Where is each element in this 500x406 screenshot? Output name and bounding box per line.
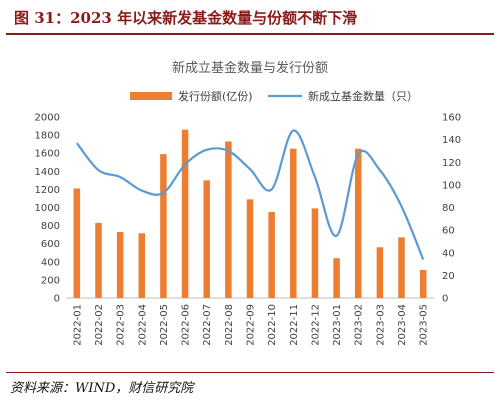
legend: 发行份额(亿份) 新成立基金数量（只） [130, 89, 418, 103]
y-right-tick-label: 120 [442, 158, 461, 169]
x-tick-label: 2022-12 [310, 304, 321, 346]
y-left-tick-label: 600 [41, 239, 60, 250]
x-tick-label: 2022-04 [137, 304, 148, 346]
y-left-tick-label: 1000 [35, 203, 60, 214]
y-right-tick-label: 140 [442, 135, 461, 146]
x-tick-label: 2023-01 [332, 304, 343, 346]
bar [203, 180, 210, 298]
bar [268, 212, 275, 298]
bar [290, 148, 297, 298]
y-left-tick-label: 0 [54, 294, 60, 305]
y-left-tick-label: 1200 [35, 185, 60, 196]
chart-title: 新成立基金数量与发行份额 [172, 60, 328, 76]
x-tick-label: 2022-08 [224, 304, 235, 346]
bar [73, 188, 81, 298]
y-right-tick-label: 40 [442, 248, 455, 259]
chart-svg: 新成立基金数量与发行份额 发行份额(亿份) 新成立基金数量（只） 02004006… [35, 60, 462, 346]
x-tick-label: 2022-05 [159, 304, 170, 346]
x-tick-label: 2022-10 [267, 304, 278, 346]
series-line [75, 129, 425, 260]
bar [354, 148, 362, 298]
y-right-tick-label: 80 [442, 203, 455, 214]
bar [225, 141, 232, 298]
legend-swatch-bar [130, 92, 172, 100]
x-tick-label: 2022-03 [116, 304, 127, 346]
bar [138, 233, 146, 298]
y-right-tick-label: 100 [442, 180, 461, 191]
y-left-tick-label: 200 [41, 275, 60, 286]
x-tick-label: 2022-02 [94, 304, 105, 346]
bar [116, 231, 124, 298]
header-rule [6, 33, 494, 35]
bar-series [73, 129, 427, 298]
line-series [75, 129, 425, 260]
x-tick-label: 2023-03 [375, 304, 386, 346]
bar [160, 154, 167, 298]
source-note: 资料来源：WIND，财信研究院 [10, 381, 194, 396]
footer-rule [6, 372, 494, 373]
y-left-tick-label: 2000 [35, 113, 60, 124]
bar [311, 208, 319, 298]
bar [246, 199, 254, 298]
y-left-tick-label: 1400 [35, 167, 60, 178]
bar [181, 129, 189, 298]
legend-label-bar: 发行份额(亿份) [178, 89, 253, 103]
bar [333, 258, 340, 298]
bar [95, 222, 102, 298]
figure-header: 图 31：2023 年以来新发基金数量与份额不断下滑 [6, 4, 494, 30]
y-right-tick-label: 160 [442, 113, 461, 124]
x-tick-label: 2022-06 [181, 304, 192, 346]
y-left-tick-label: 1600 [35, 149, 60, 160]
bar [398, 237, 405, 298]
y-left-tick-label: 800 [41, 221, 60, 232]
x-tick-label: 2022-07 [202, 304, 213, 346]
bar [419, 269, 427, 298]
y-right-tick-label: 20 [442, 271, 455, 282]
bar [376, 247, 384, 298]
x-tick-labels: 2022-01 2022-02 2022-03 2022-04 2022-05 2022-… [72, 304, 429, 346]
figure-title: 图 31：2023 年以来新发基金数量与份额不断下滑 [14, 9, 358, 27]
x-tick-label: 2023-02 [354, 304, 365, 346]
axes: 0 200 400 600 800 1000 1200 1400 1600 1800 2000 0 20… [35, 113, 462, 305]
legend-label-line: 新成立基金数量（只） [308, 89, 418, 103]
x-tick-label: 2023-05 [419, 304, 430, 346]
x-tick-label: 2022-09 [246, 304, 257, 346]
y-left-tick-label: 400 [41, 257, 60, 268]
y-left-tick-label: 1800 [35, 131, 60, 142]
x-tick-label: 2022-01 [72, 304, 83, 346]
y-right-tick-label: 60 [442, 226, 455, 237]
x-tick-label: 2023-04 [397, 304, 408, 346]
chart-area: 新成立基金数量与发行份额 发行份额(亿份) 新成立基金数量（只） 0 200 400 6… [6, 40, 494, 370]
x-tick-label: 2022-11 [289, 304, 300, 346]
y-right-tick-label: 0 [442, 294, 448, 305]
